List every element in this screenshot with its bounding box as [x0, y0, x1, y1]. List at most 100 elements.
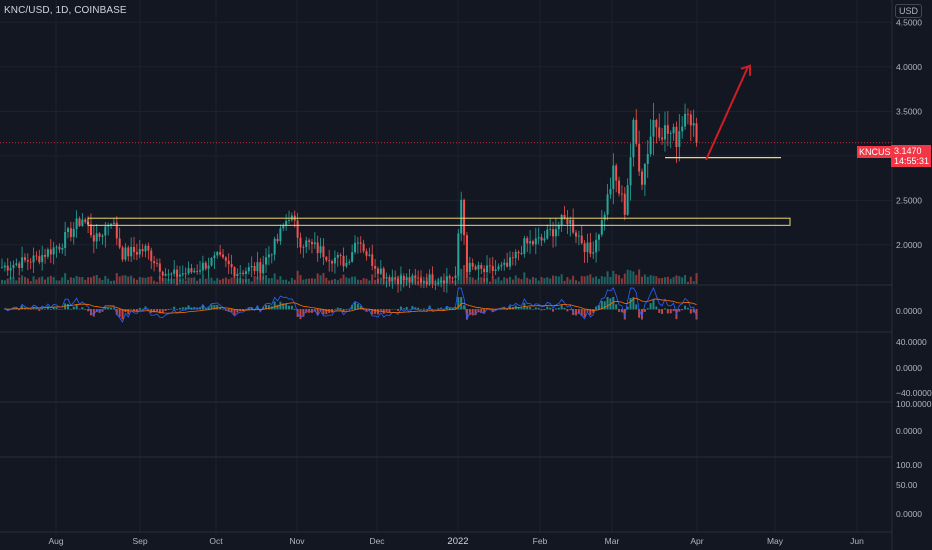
- candle-body: [549, 229, 552, 231]
- candle-body: [204, 262, 207, 269]
- candle-body: [250, 265, 253, 268]
- volume-bar: [38, 277, 41, 284]
- macd-histogram-bar: [537, 307, 540, 310]
- volume-bar: [328, 280, 331, 284]
- volume-bar: [589, 274, 592, 284]
- candle-body: [46, 249, 49, 257]
- macd-histogram-bar: [351, 304, 354, 310]
- volume-bar: [675, 275, 678, 284]
- candle-body: [508, 257, 511, 267]
- macd-histogram-bar: [376, 309, 379, 315]
- volume-bar: [520, 279, 523, 284]
- currency-badge[interactable]: USD: [894, 4, 922, 18]
- time-axis-label: Jun: [850, 536, 864, 546]
- volume-bar: [488, 281, 491, 284]
- volume-bar: [606, 271, 609, 284]
- volume-bar: [121, 275, 124, 284]
- macd-histogram-bar: [566, 309, 569, 312]
- candle-body: [144, 245, 147, 252]
- macd-histogram-bar: [635, 304, 638, 310]
- macd-histogram-bar: [250, 307, 253, 310]
- volume-bar: [463, 264, 466, 284]
- candle-body: [620, 193, 623, 195]
- macd-histogram-bar: [170, 308, 173, 310]
- candle-body: [460, 199, 463, 234]
- candle-body: [592, 252, 595, 254]
- candle-body: [658, 127, 661, 138]
- candle-body: [147, 245, 150, 251]
- macd-histogram-bar: [391, 308, 394, 310]
- candle-body: [382, 268, 385, 279]
- candle-body: [265, 257, 268, 265]
- candle-body: [359, 242, 362, 244]
- macd-histogram-bar: [442, 308, 445, 310]
- macd-histogram-bar: [256, 305, 259, 310]
- candle-body: [675, 126, 678, 148]
- candle-body: [354, 242, 357, 253]
- candle-body: [313, 242, 316, 245]
- macd-histogram-bar: [399, 306, 402, 310]
- volume-bar: [672, 277, 675, 284]
- macd-histogram-bar: [465, 309, 468, 320]
- candle-body: [259, 262, 262, 274]
- candle-body: [210, 258, 213, 266]
- candle-body: [242, 272, 245, 274]
- macd-histogram-bar: [158, 309, 161, 314]
- candle-body: [597, 234, 600, 240]
- volume-bar: [150, 276, 153, 284]
- volume-bar: [196, 280, 199, 284]
- macd-histogram-bar: [686, 307, 689, 310]
- macd-histogram-bar: [554, 308, 557, 310]
- volume-bar: [201, 274, 204, 284]
- macd-histogram-bar: [543, 309, 546, 310]
- candle-body: [420, 278, 423, 283]
- macd-histogram-bar: [176, 309, 179, 310]
- macd-histogram-bar: [259, 309, 262, 312]
- candle-body: [365, 251, 368, 256]
- volume-bar: [460, 268, 463, 284]
- candle-body: [583, 243, 586, 253]
- candle-body: [451, 277, 454, 279]
- candle-body: [227, 260, 230, 265]
- candle-body: [540, 237, 543, 241]
- volume-bar: [345, 277, 348, 284]
- candle-body: [236, 273, 239, 277]
- macd-histogram-bar: [600, 300, 603, 310]
- candle-body: [632, 119, 635, 158]
- volume-bar: [87, 277, 90, 284]
- macd-histogram-bar: [575, 309, 577, 316]
- volume-bar: [310, 278, 313, 284]
- macd-histogram-bar: [508, 305, 511, 310]
- candle-body: [164, 273, 167, 276]
- candle-body: [356, 242, 359, 244]
- macd-histogram-bar: [589, 309, 592, 316]
- macd-histogram-bar: [230, 309, 233, 313]
- macd-histogram-bar: [213, 304, 216, 310]
- candle-body: [121, 247, 124, 260]
- macd-histogram-bar: [402, 308, 405, 310]
- volume-bar: [141, 277, 144, 284]
- volume-bar: [626, 269, 629, 284]
- candle-body: [256, 262, 259, 272]
- macd-histogram-bar: [299, 309, 302, 320]
- candle-body: [319, 246, 322, 254]
- candle-body: [678, 131, 681, 148]
- macd-histogram-bar: [445, 306, 448, 310]
- macd-histogram-bar: [420, 309, 423, 310]
- macd-histogram-bar: [345, 309, 348, 310]
- volume-bar: [204, 278, 207, 284]
- candle-body: [437, 282, 440, 284]
- volume-bar: [26, 278, 29, 284]
- volume-bar: [609, 276, 612, 284]
- support-zone-rectangle: [87, 217, 791, 226]
- candle-body: [681, 126, 684, 132]
- candle-body: [325, 256, 328, 261]
- volume-bar: [29, 281, 32, 284]
- time-axis-label: Nov: [289, 536, 305, 546]
- macd-histogram-bar: [138, 307, 141, 310]
- candle-body: [267, 254, 270, 258]
- macd-histogram-bar: [474, 309, 477, 316]
- candle-body: [9, 268, 12, 271]
- candle-body: [118, 238, 121, 248]
